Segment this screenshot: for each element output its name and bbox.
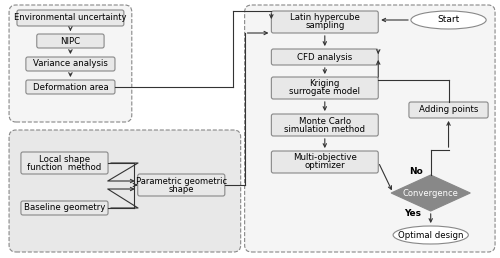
Text: Latin hypercube: Latin hypercube bbox=[290, 12, 360, 21]
FancyBboxPatch shape bbox=[21, 201, 108, 215]
FancyBboxPatch shape bbox=[244, 5, 495, 252]
Text: shape: shape bbox=[168, 184, 194, 194]
Text: CFD analysis: CFD analysis bbox=[297, 52, 352, 61]
Ellipse shape bbox=[393, 226, 468, 244]
FancyBboxPatch shape bbox=[272, 77, 378, 99]
Text: function  method: function method bbox=[28, 163, 102, 172]
Text: Convergence: Convergence bbox=[403, 189, 458, 198]
Text: simulation method: simulation method bbox=[284, 125, 366, 133]
FancyBboxPatch shape bbox=[272, 49, 378, 65]
FancyBboxPatch shape bbox=[272, 11, 378, 33]
Text: Adding points: Adding points bbox=[419, 106, 478, 115]
Text: Baseline geometry: Baseline geometry bbox=[24, 204, 105, 213]
FancyBboxPatch shape bbox=[26, 80, 115, 94]
Text: Multi-objective: Multi-objective bbox=[293, 154, 356, 163]
Text: Parametric geometric: Parametric geometric bbox=[136, 176, 227, 186]
Text: Optimal design: Optimal design bbox=[398, 230, 464, 239]
Text: No: No bbox=[409, 166, 422, 175]
FancyBboxPatch shape bbox=[272, 151, 378, 173]
Text: Monte Carlo: Monte Carlo bbox=[298, 117, 351, 125]
Text: surrogate model: surrogate model bbox=[290, 87, 360, 96]
FancyBboxPatch shape bbox=[138, 174, 225, 196]
FancyBboxPatch shape bbox=[21, 152, 108, 174]
FancyBboxPatch shape bbox=[26, 57, 115, 71]
FancyBboxPatch shape bbox=[37, 34, 104, 48]
FancyBboxPatch shape bbox=[17, 10, 124, 26]
Text: Local shape: Local shape bbox=[39, 155, 90, 164]
Polygon shape bbox=[391, 175, 470, 211]
Ellipse shape bbox=[411, 11, 486, 29]
Text: optimizer: optimizer bbox=[304, 162, 345, 171]
FancyBboxPatch shape bbox=[409, 102, 488, 118]
Text: Environmental uncertainty: Environmental uncertainty bbox=[14, 13, 126, 22]
Text: Deformation area: Deformation area bbox=[32, 83, 108, 92]
FancyBboxPatch shape bbox=[272, 114, 378, 136]
Text: Yes: Yes bbox=[404, 208, 421, 217]
Text: Variance analysis: Variance analysis bbox=[33, 60, 108, 69]
FancyBboxPatch shape bbox=[9, 5, 132, 122]
Text: Start: Start bbox=[438, 15, 460, 25]
Text: NIPC: NIPC bbox=[60, 36, 80, 45]
Text: Kriging: Kriging bbox=[310, 79, 340, 88]
Text: sampling: sampling bbox=[305, 20, 344, 29]
FancyBboxPatch shape bbox=[9, 130, 240, 252]
